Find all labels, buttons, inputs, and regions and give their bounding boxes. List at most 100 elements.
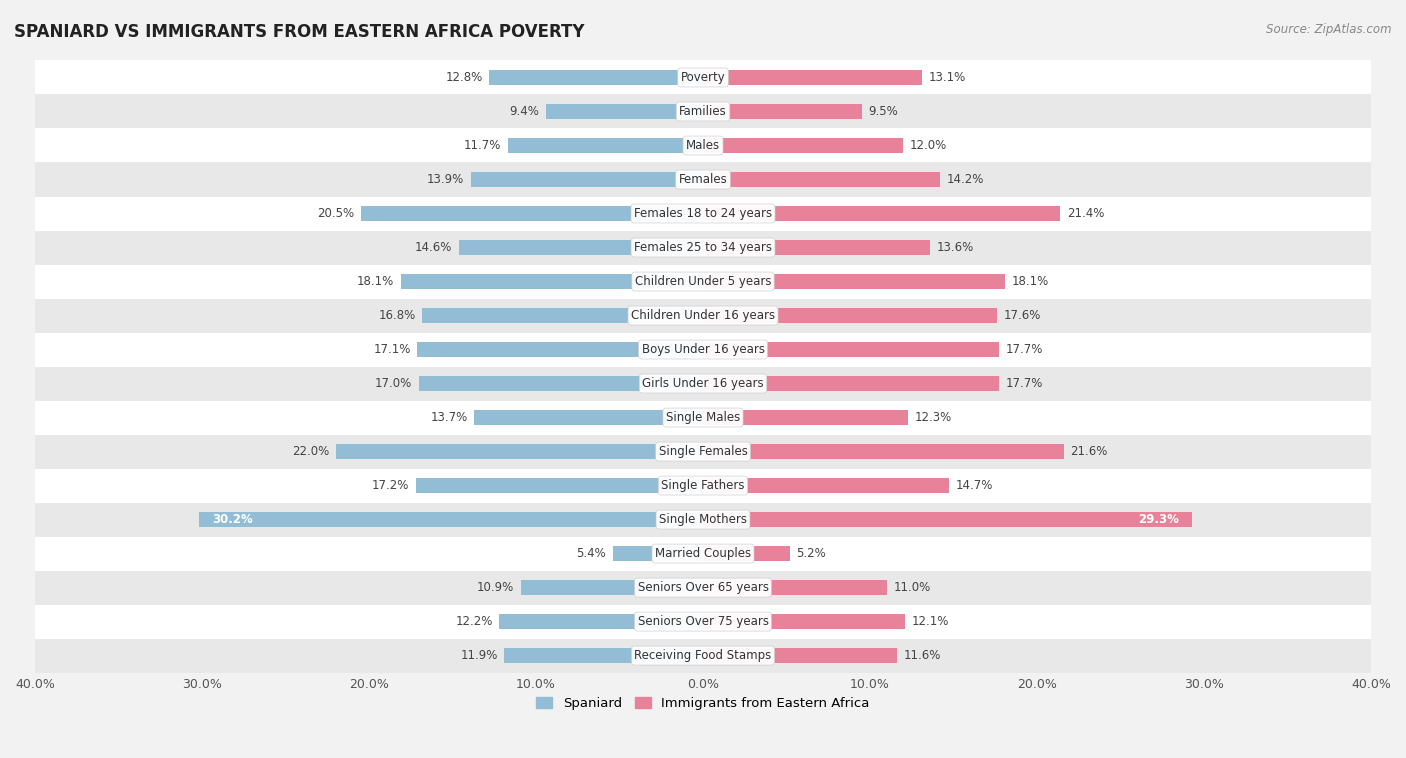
Text: Receiving Food Stamps: Receiving Food Stamps	[634, 649, 772, 662]
Text: Married Couples: Married Couples	[655, 547, 751, 560]
Text: Girls Under 16 years: Girls Under 16 years	[643, 377, 763, 390]
Bar	[35, 230, 1371, 265]
Bar	[35, 468, 1371, 503]
Bar	[419, 377, 703, 390]
Text: 21.4%: 21.4%	[1067, 207, 1105, 220]
Text: 14.2%: 14.2%	[946, 173, 984, 186]
Bar	[703, 377, 998, 390]
Text: SPANIARD VS IMMIGRANTS FROM EASTERN AFRICA POVERTY: SPANIARD VS IMMIGRANTS FROM EASTERN AFRI…	[14, 23, 585, 41]
Legend: Spaniard, Immigrants from Eastern Africa: Spaniard, Immigrants from Eastern Africa	[531, 691, 875, 715]
Bar	[35, 333, 1371, 367]
Text: 17.6%: 17.6%	[1004, 309, 1040, 322]
Bar	[35, 129, 1371, 162]
Bar	[703, 581, 887, 595]
Text: Source: ZipAtlas.com: Source: ZipAtlas.com	[1267, 23, 1392, 36]
Text: 10.9%: 10.9%	[477, 581, 515, 594]
Bar	[474, 410, 703, 424]
Bar	[35, 265, 1371, 299]
Text: Boys Under 16 years: Boys Under 16 years	[641, 343, 765, 356]
Bar	[703, 444, 1064, 459]
Bar	[703, 410, 908, 424]
Bar	[401, 274, 703, 289]
Bar	[35, 95, 1371, 129]
Text: 14.6%: 14.6%	[415, 241, 453, 254]
Text: 11.0%: 11.0%	[893, 581, 931, 594]
Text: 13.9%: 13.9%	[427, 173, 464, 186]
Bar	[471, 172, 703, 186]
Text: 5.2%: 5.2%	[797, 547, 827, 560]
Text: 16.8%: 16.8%	[378, 309, 416, 322]
Bar	[35, 571, 1371, 605]
Bar	[35, 61, 1371, 95]
Bar	[703, 547, 790, 561]
Text: Single Males: Single Males	[666, 411, 740, 424]
Text: 11.6%: 11.6%	[904, 649, 941, 662]
Text: 29.3%: 29.3%	[1137, 513, 1180, 526]
Text: Single Females: Single Females	[658, 445, 748, 458]
Text: 5.4%: 5.4%	[576, 547, 606, 560]
Text: 17.0%: 17.0%	[375, 377, 412, 390]
Text: Females: Females	[679, 173, 727, 186]
Text: Families: Families	[679, 105, 727, 118]
Bar	[703, 343, 998, 357]
Text: 17.2%: 17.2%	[371, 479, 409, 492]
Text: 18.1%: 18.1%	[1012, 275, 1049, 288]
Text: 13.6%: 13.6%	[936, 241, 974, 254]
Bar	[418, 343, 703, 357]
Text: 17.7%: 17.7%	[1005, 377, 1043, 390]
Text: Females 18 to 24 years: Females 18 to 24 years	[634, 207, 772, 220]
Bar	[505, 648, 703, 662]
Bar	[703, 172, 941, 186]
Bar	[508, 139, 703, 152]
Bar	[460, 240, 703, 255]
Text: 12.0%: 12.0%	[910, 139, 948, 152]
Bar	[703, 206, 1060, 221]
Bar	[703, 70, 922, 85]
Text: Seniors Over 75 years: Seniors Over 75 years	[637, 615, 769, 628]
Bar	[703, 274, 1005, 289]
Text: 30.2%: 30.2%	[212, 513, 253, 526]
Text: Males: Males	[686, 139, 720, 152]
Text: 9.5%: 9.5%	[869, 105, 898, 118]
Text: 14.7%: 14.7%	[955, 479, 993, 492]
Text: 17.7%: 17.7%	[1005, 343, 1043, 356]
Text: Children Under 16 years: Children Under 16 years	[631, 309, 775, 322]
Text: 13.1%: 13.1%	[928, 71, 966, 84]
Bar	[422, 309, 703, 323]
Bar	[703, 240, 931, 255]
Text: 9.4%: 9.4%	[509, 105, 540, 118]
Text: 17.1%: 17.1%	[374, 343, 411, 356]
Text: Single Fathers: Single Fathers	[661, 479, 745, 492]
Text: 12.2%: 12.2%	[456, 615, 492, 628]
Bar	[35, 299, 1371, 333]
Bar	[416, 478, 703, 493]
Bar	[703, 648, 897, 662]
Text: Poverty: Poverty	[681, 71, 725, 84]
Bar	[499, 615, 703, 628]
Bar	[546, 105, 703, 119]
Bar	[613, 547, 703, 561]
Bar	[35, 400, 1371, 434]
Bar	[336, 444, 703, 459]
Bar	[198, 512, 703, 527]
Bar	[35, 537, 1371, 571]
Bar	[703, 615, 905, 628]
Bar	[35, 638, 1371, 672]
Text: Single Mothers: Single Mothers	[659, 513, 747, 526]
Text: 21.6%: 21.6%	[1070, 445, 1108, 458]
Bar	[703, 139, 904, 152]
Text: 13.7%: 13.7%	[430, 411, 468, 424]
Bar	[489, 70, 703, 85]
Bar	[703, 105, 862, 119]
Text: 20.5%: 20.5%	[316, 207, 354, 220]
Text: 18.1%: 18.1%	[357, 275, 394, 288]
Text: Females 25 to 34 years: Females 25 to 34 years	[634, 241, 772, 254]
Bar	[35, 605, 1371, 638]
Bar	[35, 367, 1371, 400]
Bar	[35, 162, 1371, 196]
Bar	[522, 581, 703, 595]
Bar	[703, 309, 997, 323]
Text: 12.8%: 12.8%	[446, 71, 482, 84]
Text: 12.1%: 12.1%	[911, 615, 949, 628]
Bar	[703, 478, 949, 493]
